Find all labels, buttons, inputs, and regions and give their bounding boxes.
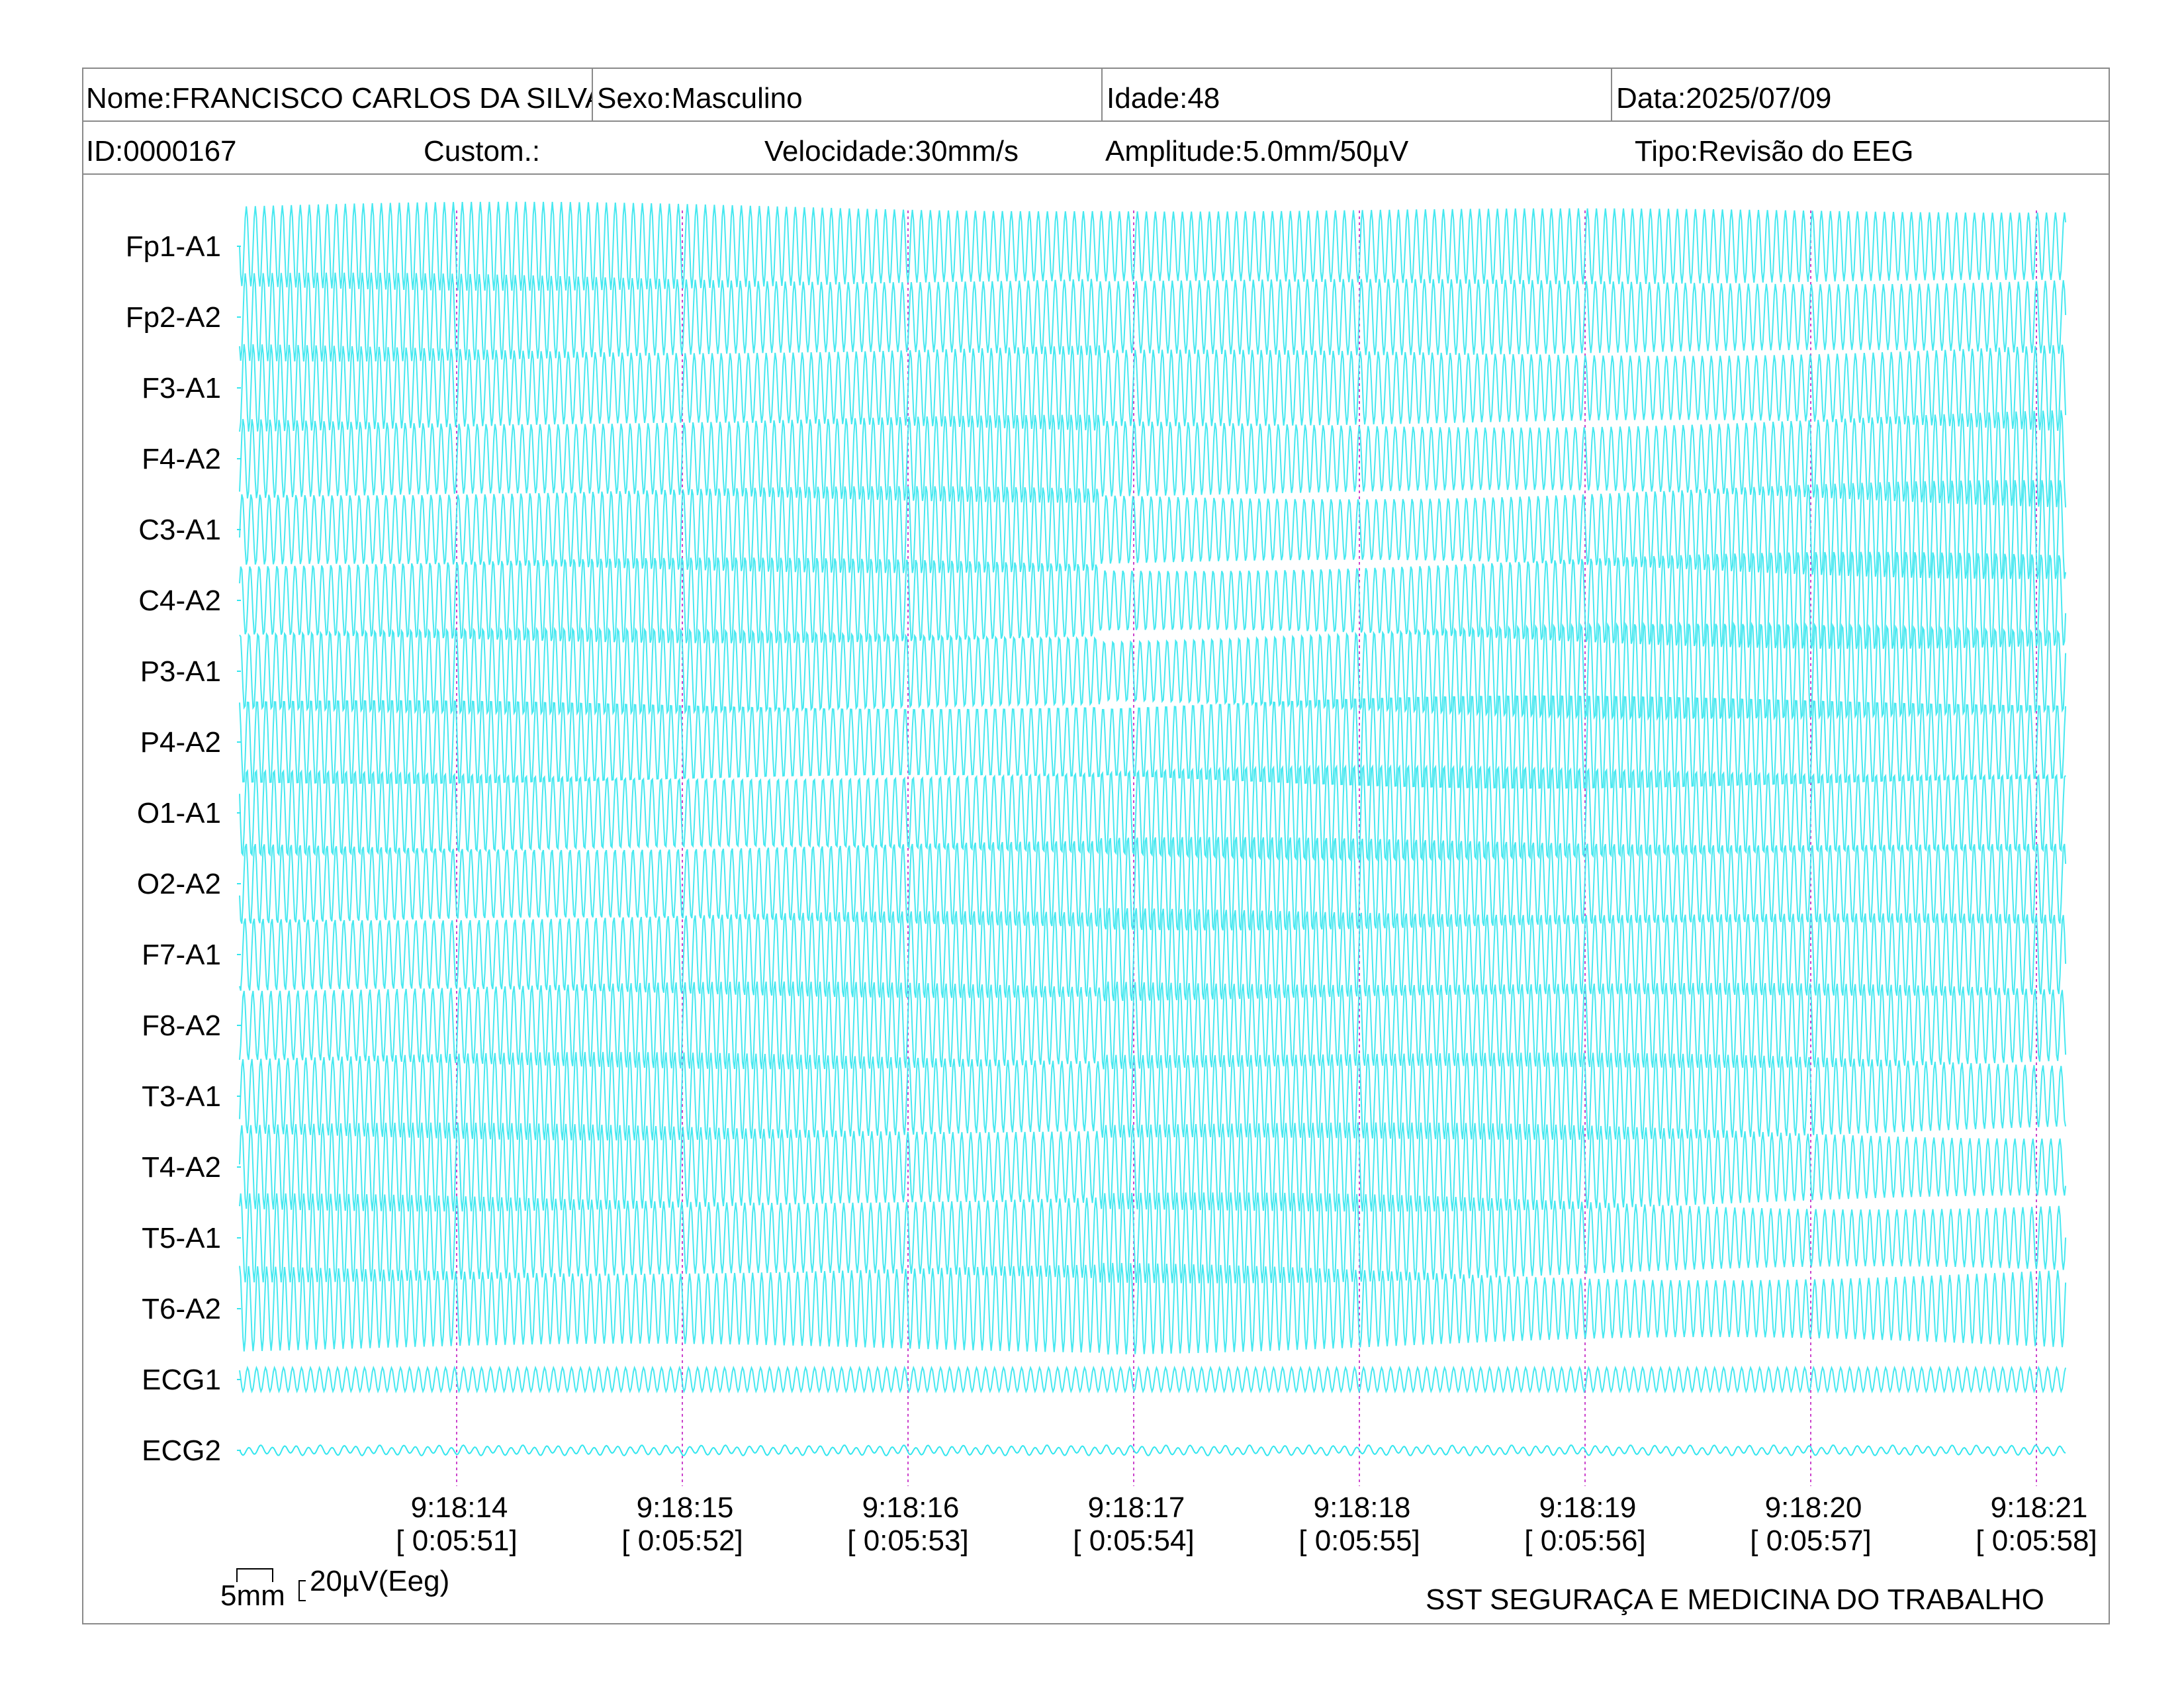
time-clock-label: 9:18:18 bbox=[1314, 1491, 1411, 1524]
patient-id: ID:0000167 bbox=[86, 135, 237, 167]
time-elapsed-label: [ 0:05:52] bbox=[621, 1524, 743, 1557]
channel-trace bbox=[239, 1192, 2067, 1284]
patient-name: Nome:FRANCISCO CARLOS DA SILVA bbox=[86, 82, 592, 115]
scale-y-label: 20µV(Eeg) bbox=[310, 1565, 450, 1597]
channel-trace bbox=[239, 344, 2067, 432]
channel-trace bbox=[239, 1366, 2067, 1393]
channel-label: F7-A1 bbox=[142, 939, 221, 971]
channel-labels: Fp1-A1 Fp2-A2 F3-A1 F4-A2 C3-A1 C4-A2 P3-A1 P4-… bbox=[126, 230, 241, 1467]
channel-trace bbox=[239, 837, 2067, 931]
header-row-exam: ID:0000167 Custom.: Velocidade:30mm/s Am… bbox=[82, 120, 2110, 175]
time-elapsed-label: [ 0:05:54] bbox=[1073, 1524, 1194, 1557]
channel-label: O1-A1 bbox=[137, 797, 221, 829]
channel-label: F8-A2 bbox=[142, 1009, 221, 1042]
channel-label: C3-A1 bbox=[138, 514, 221, 546]
channel-label: P3-A1 bbox=[140, 655, 221, 688]
channel-label: T4-A2 bbox=[142, 1151, 221, 1184]
time-clock-label: 9:18:17 bbox=[1088, 1491, 1185, 1524]
time-elapsed-label: [ 0:05:57] bbox=[1750, 1524, 1871, 1557]
channel-trace bbox=[239, 410, 2067, 508]
time-clock-label: 9:18:14 bbox=[411, 1491, 508, 1524]
channel-label: Fp1-A1 bbox=[126, 230, 221, 263]
patient-sex: Sexo:Masculino bbox=[592, 68, 1101, 120]
time-clock-label: 9:18:20 bbox=[1765, 1491, 1862, 1524]
company-name: SST SEGURAÇA E MEDICINA DO TRABALHO bbox=[1426, 1583, 2044, 1616]
channel-label: ECG1 bbox=[142, 1364, 221, 1396]
channel-trace bbox=[239, 621, 2067, 722]
time-clock-label: 9:18:16 bbox=[862, 1491, 960, 1524]
channel-trace bbox=[239, 201, 2067, 291]
review-type: Tipo:Revisão do EEG bbox=[1635, 135, 1914, 167]
time-elapsed-label: [ 0:05:55] bbox=[1298, 1524, 1420, 1557]
channel-label: F3-A1 bbox=[142, 372, 221, 404]
time-elapsed-label: [ 0:05:51] bbox=[396, 1524, 517, 1557]
channel-trace bbox=[239, 1052, 2067, 1141]
channel-label: P4-A2 bbox=[140, 726, 221, 759]
time-elapsed-label: [ 0:05:56] bbox=[1524, 1524, 1645, 1557]
speed-setting: Velocidade:30mm/s bbox=[764, 135, 1019, 167]
time-clock-label: 9:18:19 bbox=[1539, 1491, 1637, 1524]
channel-trace bbox=[239, 695, 2067, 789]
scale-bar bbox=[236, 1568, 306, 1601]
channel-label: T3-A1 bbox=[142, 1080, 221, 1113]
channel-label: ECG2 bbox=[142, 1434, 221, 1467]
custom-field: Custom.: bbox=[424, 135, 541, 167]
report-frame bbox=[82, 68, 2110, 1624]
time-elapsed-label: [ 0:05:58] bbox=[1976, 1524, 2097, 1557]
channel-trace bbox=[239, 551, 2067, 649]
patient-age: Idade:48 bbox=[1101, 68, 1611, 120]
channel-label: T6-A2 bbox=[142, 1293, 221, 1325]
exam-date: Data:2025/07/09 bbox=[1611, 68, 2110, 120]
header-row-patient: Nome:FRANCISCO CARLOS DA SILVA Sexo:Masc… bbox=[82, 68, 2110, 122]
channel-label: F4-A2 bbox=[142, 443, 221, 475]
channel-traces bbox=[239, 201, 2067, 1457]
time-clock-label: 9:18:15 bbox=[637, 1491, 734, 1524]
channel-label: O2-A2 bbox=[137, 868, 221, 900]
scale-x-label: 5mm bbox=[220, 1579, 285, 1612]
channel-label: Fp2-A2 bbox=[126, 301, 221, 334]
channel-trace bbox=[239, 1444, 2066, 1457]
amplitude-setting: Amplitude:5.0mm/50µV bbox=[1105, 135, 1409, 167]
channel-trace bbox=[239, 981, 2067, 1070]
time-labels: 9:18:14[ 0:05:51] 9:18:15[ 0:05:52] 9:18:1… bbox=[396, 1491, 2097, 1557]
time-clock-label: 9:18:21 bbox=[1991, 1491, 2088, 1524]
time-elapsed-label: [ 0:05:53] bbox=[847, 1524, 968, 1557]
channel-trace bbox=[239, 1122, 2067, 1212]
channel-trace bbox=[239, 480, 2067, 579]
channel-trace bbox=[239, 764, 2066, 862]
channel-trace bbox=[239, 908, 2067, 1002]
channel-label: T5-A1 bbox=[142, 1222, 221, 1254]
channel-trace bbox=[239, 1262, 2067, 1355]
channel-label: C4-A2 bbox=[138, 585, 221, 617]
channel-trace bbox=[239, 272, 2067, 362]
